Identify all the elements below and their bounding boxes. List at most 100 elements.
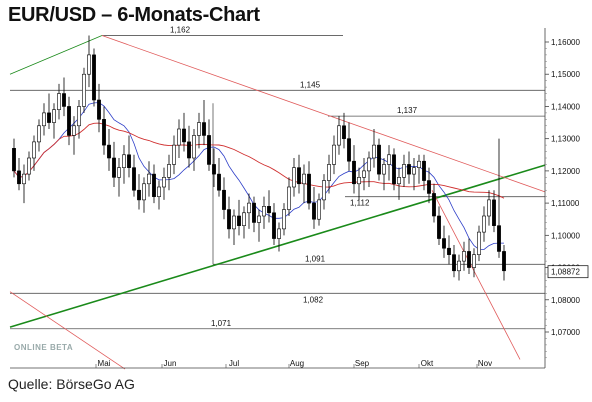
candle-97 [497, 138, 501, 258]
candle-body-48 [252, 202, 256, 223]
candle-body-5 [37, 125, 41, 143]
candle-body-88 [452, 254, 456, 272]
candle-37 [197, 112, 201, 149]
candle-70 [362, 158, 366, 191]
candle-15 [87, 35, 91, 88]
candle-body-9 [57, 93, 61, 110]
candle-60 [312, 187, 316, 229]
candle-body-92 [472, 254, 476, 268]
candle-body-50 [262, 206, 266, 217]
y-tick-label-4: 1,12000 [551, 167, 580, 176]
candle-body-17 [97, 99, 101, 120]
candle-87 [447, 235, 451, 265]
candle-55 [287, 177, 291, 216]
candle-body-51 [267, 206, 271, 214]
candle-body-78 [402, 164, 406, 178]
candle-body-60 [312, 202, 316, 220]
candle-49 [257, 209, 261, 242]
candle-body-69 [357, 177, 361, 185]
candle-1 [17, 158, 21, 191]
level-label-2: 1,137 [397, 106, 418, 115]
candle-93 [477, 225, 481, 262]
candle-67 [347, 122, 351, 171]
candle-body-43 [227, 209, 231, 230]
candle-19 [107, 129, 111, 171]
candle-26 [142, 177, 146, 213]
candle-14 [82, 67, 86, 113]
candle-30 [162, 167, 166, 200]
candle-89 [457, 254, 461, 281]
candle-92 [472, 248, 476, 278]
candle-body-86 [442, 238, 446, 249]
candle-body-83 [427, 180, 431, 194]
candle-body-2 [22, 173, 26, 185]
candle-body-35 [187, 141, 191, 159]
x-tick-label-4: Sep [355, 359, 370, 368]
candle-53 [277, 222, 281, 252]
candle-body-76 [392, 154, 396, 185]
candle-body-32 [172, 144, 176, 165]
candle-50 [262, 196, 266, 229]
candle-24 [132, 154, 136, 197]
candle-75 [387, 145, 391, 181]
candle-body-33 [177, 128, 181, 146]
candle-80 [412, 158, 416, 191]
candle-59 [307, 161, 311, 210]
candle-32 [172, 135, 176, 175]
candles [12, 35, 506, 281]
candle-94 [482, 206, 486, 242]
candle-58 [302, 164, 306, 204]
candle-18 [102, 106, 106, 155]
candle-82 [422, 154, 426, 191]
chart-title: EUR/USD – 6-Monats-Chart [8, 4, 260, 26]
candle-body-1 [17, 170, 21, 185]
candle-body-90 [462, 251, 466, 262]
candle-body-22 [122, 154, 126, 168]
candle-body-38 [202, 122, 206, 136]
candle-body-49 [257, 215, 261, 223]
candle-body-82 [422, 160, 426, 181]
candle-body-79 [407, 164, 411, 175]
candle-body-85 [437, 215, 441, 239]
plot-area [10, 28, 545, 368]
candle-41 [217, 158, 221, 197]
candle-48 [252, 196, 256, 233]
candle-5 [37, 119, 41, 152]
candle-68 [352, 145, 356, 194]
ma-red-line [13, 122, 505, 199]
candle-body-56 [292, 167, 296, 188]
level-label-4: 1,091 [305, 254, 326, 263]
candle-10 [62, 77, 66, 117]
candle-body-55 [287, 186, 291, 210]
candle-body-75 [387, 154, 391, 165]
candle-72 [372, 129, 376, 168]
y-tick-label-9: 1,07000 [551, 328, 580, 337]
candle-body-94 [482, 215, 486, 233]
candle-body-28 [152, 173, 156, 197]
trend-lines [9, 35, 546, 370]
trend-red-steep [431, 190, 521, 360]
candle-body-65 [337, 125, 341, 146]
candle-98 [502, 245, 506, 281]
candle-90 [462, 241, 466, 271]
x-tick-label-6: Nov [478, 359, 492, 368]
candle-body-12 [72, 125, 76, 136]
candle-6 [42, 103, 46, 136]
candle-20 [112, 141, 116, 187]
candle-body-18 [102, 119, 106, 146]
logo: ONLINE BETA [14, 343, 73, 352]
candle-body-30 [162, 177, 166, 188]
candle-body-45 [237, 215, 241, 226]
candle-body-98 [502, 251, 506, 272]
x-tick-label-2: Jul [229, 359, 239, 368]
candle-0 [12, 138, 16, 178]
candle-78 [402, 154, 406, 187]
candle-body-40 [212, 164, 216, 175]
candle-86 [442, 225, 446, 258]
candle-body-73 [377, 144, 381, 175]
candle-61 [317, 193, 321, 226]
candle-46 [242, 206, 246, 239]
candle-body-36 [192, 135, 196, 159]
candle-body-3 [27, 157, 31, 175]
candle-body-71 [367, 157, 371, 172]
